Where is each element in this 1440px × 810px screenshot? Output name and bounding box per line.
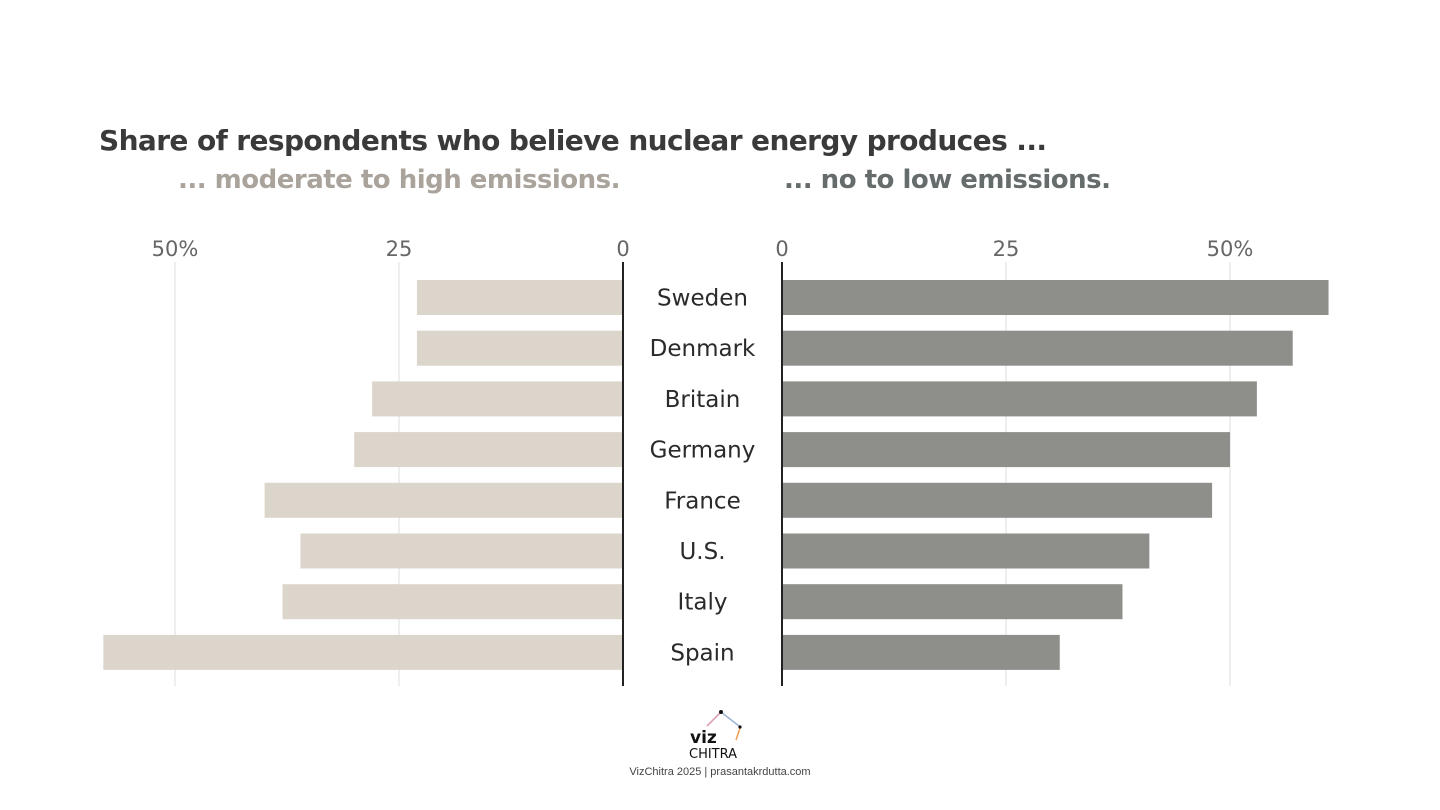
right-tick-label: 25	[993, 237, 1020, 261]
category-label: Germany	[650, 438, 756, 464]
left-bar	[300, 533, 623, 569]
right-bar	[782, 381, 1257, 417]
right-bar	[782, 482, 1213, 518]
logo-line-pink	[706, 711, 722, 727]
logo-line-blue	[720, 711, 740, 727]
right-bar	[782, 584, 1123, 620]
left-bar	[372, 381, 623, 417]
category-label: Denmark	[650, 336, 756, 362]
footer-credit: VizChitra 2025 | prasantakrdutta.com	[629, 766, 811, 778]
category-label: Britain	[665, 387, 741, 413]
logo-dot	[738, 725, 742, 729]
right-tick-label: 50%	[1207, 237, 1254, 261]
left-bar	[282, 584, 623, 620]
left-tick-label: 25	[386, 237, 413, 261]
logo-text-viz: viz	[690, 728, 717, 748]
logo-line-orange	[735, 727, 741, 741]
logo-dot	[719, 710, 723, 714]
right-bar	[782, 280, 1329, 315]
category-label: Sweden	[657, 286, 748, 312]
category-label: Italy	[678, 590, 728, 616]
category-label: France	[664, 488, 740, 514]
right-bar	[782, 533, 1150, 569]
right-bar	[782, 634, 1060, 670]
left-bar	[103, 634, 623, 670]
left-bar	[264, 482, 623, 518]
left-bar	[416, 330, 623, 366]
left-panel-subtitle: ... moderate to high emissions.	[178, 165, 621, 195]
left-bar	[416, 280, 623, 315]
butterfly-bar-chart: 50% 25 0 0 25 50% Sweden Denmark Britain Germany F…	[103, 237, 1329, 686]
chart-title: Share of respondents who believe nuclear…	[99, 124, 1047, 157]
left-tick-label: 0	[616, 237, 629, 261]
right-tick-label: 0	[775, 237, 788, 261]
vizchitra-logo: viz CHITRA	[689, 710, 742, 762]
left-bar	[354, 432, 623, 468]
right-bar	[782, 330, 1293, 366]
left-tick-label: 50%	[152, 237, 199, 261]
logo-text-chitra: CHITRA	[689, 747, 737, 762]
category-label: Spain	[670, 640, 734, 666]
right-bar	[782, 432, 1230, 468]
right-panel-subtitle: ... no to low emissions.	[784, 165, 1111, 195]
category-label: U.S.	[679, 539, 725, 565]
